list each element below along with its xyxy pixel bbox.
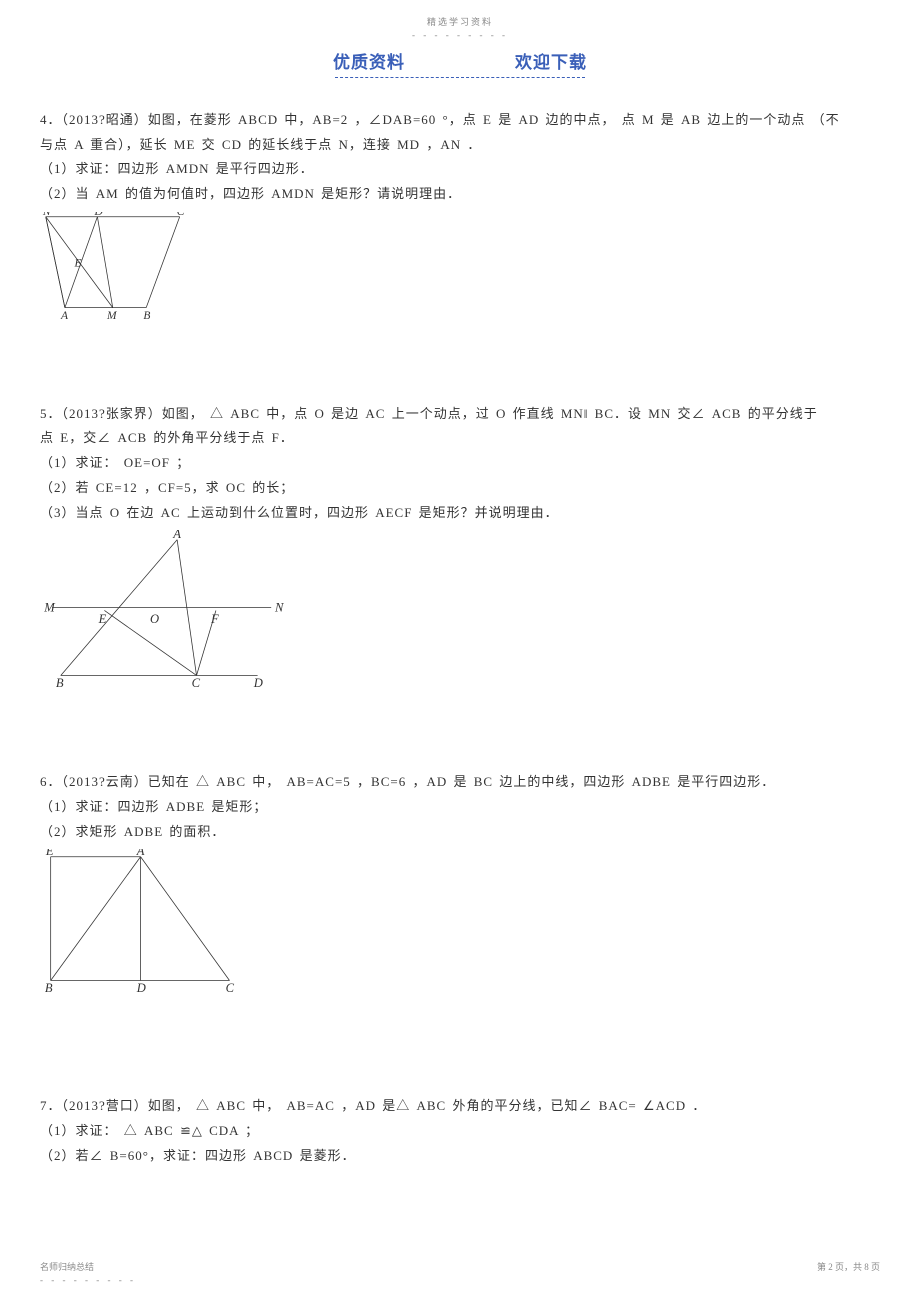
svg-text:E: E — [98, 612, 107, 626]
footer-dots: - - - - - - - - - — [40, 1273, 880, 1285]
p5-line4: （2）若 CE=12 ，CF=5，求 OC 的长； — [40, 476, 880, 501]
p6-line1: 6．（2013?云南）已知在 △ ABC 中， AB=AC=5 ，BC=6 ，A… — [40, 770, 880, 795]
p5-line5: （3）当点 O 在边 AC 上运动到什么位置时，四边形 AECF 是矩形？并说明… — [40, 501, 880, 526]
svg-text:C: C — [192, 676, 201, 690]
p5-figure: A B C D M N E F O — [40, 530, 880, 690]
problem-7: 7．（2013?营口）如图， △ ABC 中， AB=AC ，AD 是△ ABC… — [40, 1094, 880, 1168]
problem-4: 4．（2013?昭通）如图，在菱形 ABCD 中，AB=2 ，∠DAB=60 °… — [40, 108, 880, 322]
svg-text:D: D — [136, 981, 146, 994]
title-left: 优质资料 — [333, 53, 405, 72]
svg-text:E: E — [45, 849, 54, 858]
svg-text:A: A — [136, 849, 145, 858]
p6-line3: （2）求矩形 ADBE 的面积． — [40, 820, 880, 845]
p6-line2: （1）求证：四边形 ADBE 是矩形； — [40, 795, 880, 820]
page-footer: 名师归纳总结 第 2 页，共 8 页 - - - - - - - - - — [40, 1260, 880, 1285]
footer-left: 名师归纳总结 — [40, 1260, 94, 1273]
svg-text:M: M — [43, 601, 56, 615]
p6-figure: E A B D C — [40, 849, 880, 994]
p4-line2: 与点 A 重合），延长 ME 交 CD 的延长线于点 N，连接 MD ，AN ． — [40, 133, 880, 158]
svg-text:B: B — [45, 981, 53, 994]
svg-text:E: E — [73, 257, 81, 269]
p5-line3: （1）求证： OE=OF ； — [40, 451, 880, 476]
p4-figure: N D C A M B E — [40, 212, 880, 322]
p5-line1: 5．（2013?张家界）如图， △ ABC 中，点 O 是边 AC 上一个动点，… — [40, 402, 880, 427]
svg-text:N: N — [42, 212, 52, 218]
problem-6: 6．（2013?云南）已知在 △ ABC 中， AB=AC=5 ，BC=6 ，A… — [40, 770, 880, 994]
problem-5: 5．（2013?张家界）如图， △ ABC 中，点 O 是边 AC 上一个动点，… — [40, 402, 880, 690]
footer-right: 第 2 页，共 8 页 — [817, 1260, 880, 1273]
p4-line3: （1）求证：四边形 AMDN 是平行四边形． — [40, 157, 880, 182]
svg-text:B: B — [56, 676, 64, 690]
content-area: 4．（2013?昭通）如图，在菱形 ABCD 中，AB=2 ，∠DAB=60 °… — [0, 108, 920, 1168]
svg-text:D: D — [253, 676, 263, 690]
top-watermark: 精选学习资料 — [0, 0, 920, 30]
page-title: 优质资料 欢迎下载 — [0, 48, 920, 77]
p7-line2: （1）求证： △ ABC ≌△ CDA ； — [40, 1119, 880, 1144]
svg-text:N: N — [274, 601, 284, 615]
svg-text:A: A — [172, 530, 181, 541]
svg-text:A: A — [60, 310, 69, 322]
svg-text:M: M — [106, 310, 118, 322]
svg-text:C: C — [177, 212, 185, 218]
svg-text:B: B — [143, 310, 150, 322]
top-dots: - - - - - - - - - — [0, 30, 920, 48]
svg-text:O: O — [150, 612, 159, 626]
svg-text:C: C — [226, 981, 235, 994]
p5-line2: 点 E，交∠ ACB 的外角平分线于点 F． — [40, 426, 880, 451]
p7-line1: 7．（2013?营口）如图， △ ABC 中， AB=AC ，AD 是△ ABC… — [40, 1094, 880, 1119]
title-underline — [335, 77, 585, 78]
p4-line4: （2）当 AM 的值为何值时，四边形 AMDN 是矩形？请说明理由． — [40, 182, 880, 207]
svg-text:F: F — [210, 612, 219, 626]
title-right: 欢迎下载 — [515, 53, 587, 72]
svg-text:D: D — [94, 212, 104, 218]
p4-line1: 4．（2013?昭通）如图，在菱形 ABCD 中，AB=2 ，∠DAB=60 °… — [40, 108, 880, 133]
p7-line3: （2）若∠ B=60°，求证：四边形 ABCD 是菱形． — [40, 1144, 880, 1169]
